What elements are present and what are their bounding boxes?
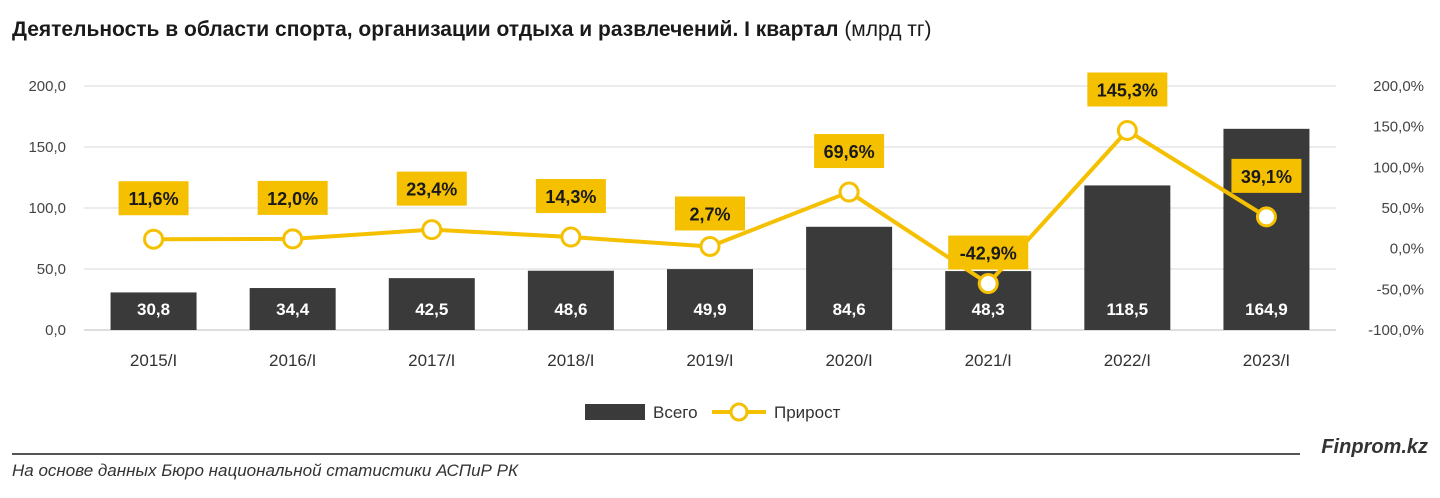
bar-value-label: 49,9 [693, 300, 726, 319]
growth-label-box [257, 180, 328, 215]
chart-title: Деятельность в области спорта, организац… [12, 18, 932, 42]
growth-value-label: 12,0% [267, 189, 318, 209]
growth-point [421, 219, 443, 241]
bar-value-label: 34,4 [276, 300, 310, 319]
left-tick-label: 150,0 [28, 139, 66, 156]
bar-value-label: 48,6 [554, 300, 587, 319]
brand-logo-text: Finprom.kz [1321, 436, 1428, 458]
bar-value-label: 42,5 [415, 300, 448, 319]
bar [388, 278, 475, 330]
x-tick-label: 2021/I [965, 351, 1012, 370]
growth-point [977, 273, 999, 295]
growth-label-box [1087, 72, 1168, 107]
right-tick-label: 50,0% [1381, 200, 1424, 217]
combo-chart: 0,0 50,0 100,0 150,0 200,0 -100,0% -50,0% 0,0%… [28, 72, 1424, 422]
x-tick-label: 2017/I [408, 351, 455, 370]
right-tick-label: 150,0% [1373, 119, 1424, 136]
left-tick-label: 50,0 [37, 261, 66, 278]
left-tick-label: 200,0 [28, 78, 66, 95]
right-tick-label: 100,0% [1373, 159, 1424, 176]
x-tick-label: 2019/I [686, 351, 733, 370]
bar [110, 292, 197, 330]
growth-point [838, 181, 860, 203]
legend: Всего Прирост [585, 402, 841, 422]
bar-value-label: 30,8 [137, 300, 170, 319]
growth-point [1255, 206, 1277, 228]
growth-value-label: 69,6% [824, 142, 875, 162]
bar [1084, 185, 1171, 330]
left-tick-label: 100,0 [28, 200, 66, 217]
growth-value-label: 39,1% [1241, 167, 1292, 187]
left-axis-ticks: 0,0 50,0 100,0 150,0 200,0 [28, 78, 66, 339]
x-tick-label: 2020/I [825, 351, 872, 370]
left-tick-label: 0,0 [45, 322, 66, 339]
x-tick-label: 2022/I [1104, 351, 1151, 370]
growth-label-box [535, 179, 606, 214]
bar [667, 269, 753, 330]
growth-value-label: 2,7% [689, 204, 730, 224]
legend-swatch-growth-marker [729, 402, 749, 422]
growth-point [143, 228, 165, 250]
bar [249, 288, 336, 330]
growth-value-label: 145,3% [1097, 80, 1158, 100]
right-tick-label: -50,0% [1376, 281, 1424, 298]
growth-value-label: -42,9% [960, 244, 1017, 264]
legend-label-growth: Прирост [774, 403, 841, 422]
bar-value-label: 164,9 [1245, 300, 1288, 319]
x-tick-label: 2016/I [269, 351, 316, 370]
growth-value-label: 11,6% [129, 189, 179, 209]
growth-point [1116, 119, 1138, 141]
right-tick-label: 0,0% [1390, 241, 1424, 258]
right-tick-label: 200,0% [1373, 78, 1424, 95]
legend-label-total: Всего [653, 403, 698, 422]
bar-value-label: 48,3 [972, 300, 1005, 319]
growth-point [560, 226, 582, 248]
source-note: На основе данных Бюро национальной стати… [12, 461, 518, 480]
chart-title-unit: (млрд тг) [844, 18, 932, 41]
right-axis-ticks: -100,0% -50,0% 0,0% 50,0% 100,0% 150,0% 200,0% [1368, 78, 1424, 339]
growth-value-label: 23,4% [406, 180, 457, 200]
bar [806, 226, 893, 330]
right-tick-label: -100,0% [1368, 322, 1424, 339]
footer-divider [12, 453, 1300, 455]
bar-value-label: 84,6 [833, 300, 866, 319]
x-tick-label: 2023/I [1243, 351, 1290, 370]
growth-label-box [675, 196, 745, 231]
growth-label-box [396, 171, 467, 206]
bar-value-label: 118,5 [1107, 300, 1149, 319]
growth-label-box [118, 181, 189, 216]
growth-line-series: 11,6% 12,0% 23,4% 14,3% 2,7% 69,6% -42,9% 145,3… [118, 72, 1302, 295]
growth-value-label: 14,3% [545, 187, 596, 207]
growth-label-box [814, 134, 885, 169]
growth-label-box [948, 235, 1029, 270]
bar [527, 270, 614, 330]
x-tick-label: 2018/I [547, 351, 594, 370]
legend-swatch-total [585, 404, 645, 420]
chart-title-main: Деятельность в области спорта, организац… [12, 18, 839, 41]
x-tick-label: 2015/I [130, 351, 177, 370]
growth-point [699, 235, 721, 257]
x-axis-labels: 2015/I 2016/I 2017/I 2018/I 2019/I 2020/I 2021… [130, 351, 1290, 370]
growth-label-box [1231, 158, 1302, 193]
growth-point [282, 228, 304, 250]
